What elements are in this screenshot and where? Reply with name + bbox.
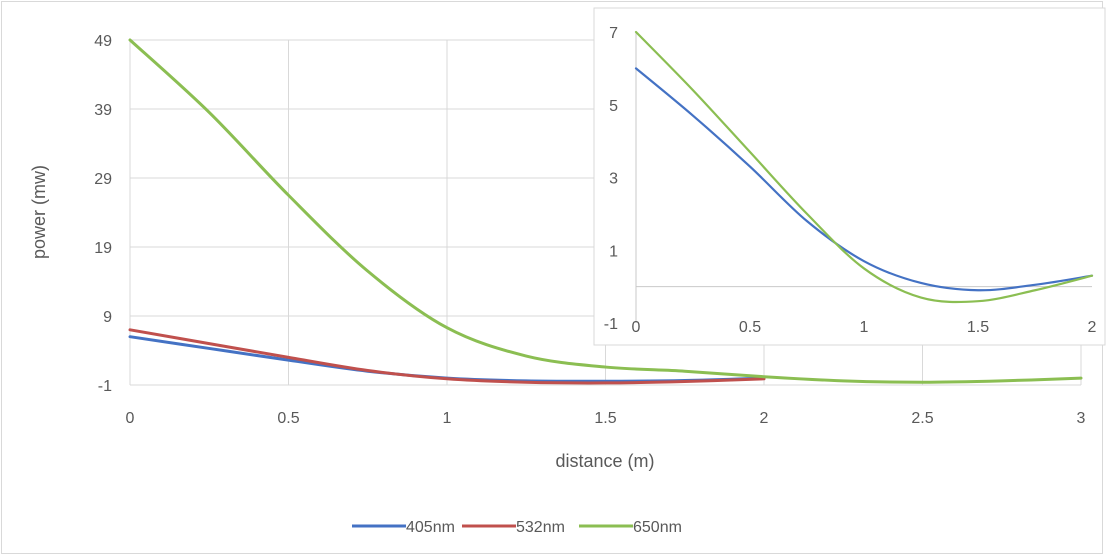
main-y-tick-label: 39 — [94, 102, 112, 119]
main-y-tick-label: -1 — [98, 378, 112, 395]
main-y-tick-label: 29 — [94, 171, 112, 188]
main-x-tick-label: 2 — [760, 410, 769, 427]
legend: 405nm 532nm 650nm — [352, 519, 682, 536]
inset-x-tick-labels: 0 0.5 1 1.5 2 — [632, 319, 1097, 336]
inset-series-lines — [634, 30, 1094, 304]
series-line-650nm — [128, 38, 1083, 384]
x-axis-label: distance (m) — [555, 451, 654, 471]
inset-series-line-0 — [634, 67, 1094, 292]
inset-series-line-1 — [634, 30, 1094, 304]
main-y-tick-labels: -1 9 19 29 39 49 — [94, 33, 112, 395]
main-x-tick-label: 3 — [1077, 410, 1086, 427]
main-y-tick-label: 9 — [103, 309, 112, 326]
inset-chart: 0 0.5 1 1.5 2 -1 1 3 5 7 — [593, 7, 1106, 346]
y-axis-label: power (mw) — [29, 165, 49, 259]
main-x-tick-label: 1.5 — [594, 410, 616, 427]
inset-y-tick-label: 3 — [609, 171, 618, 188]
inset-x-tick-label: 0 — [632, 319, 641, 336]
series-line-532nm — [128, 328, 766, 385]
main-y-tick-label: 49 — [94, 33, 112, 50]
main-x-tick-label: 0 — [126, 410, 135, 427]
inset-y-tick-labels: -1 1 3 5 7 — [604, 25, 618, 333]
main-x-tick-label: 1 — [443, 410, 452, 427]
inset-y-tick-label: -1 — [604, 316, 618, 333]
inset-x-tick-label: 1.5 — [967, 319, 989, 336]
main-x-tick-labels: 0 0.5 1 1.5 2 2.5 3 — [126, 410, 1086, 427]
inset-x-tick-label: 1 — [860, 319, 869, 336]
legend-label-532nm: 532nm — [516, 519, 565, 536]
legend-label-405nm: 405nm — [406, 519, 455, 536]
main-x-tick-label: 2.5 — [911, 410, 933, 427]
inset-y-tick-label: 5 — [609, 98, 618, 115]
legend-label-650nm: 650nm — [633, 519, 682, 536]
inset-x-tick-label: 0.5 — [739, 319, 761, 336]
inset-x-tick-label: 2 — [1088, 319, 1097, 336]
inset-y-tick-label: 1 — [609, 243, 618, 260]
main-series-lines — [128, 38, 1083, 385]
main-x-tick-label: 0.5 — [277, 410, 299, 427]
inset-background — [593, 7, 1106, 346]
main-y-tick-label: 19 — [94, 240, 112, 257]
inset-y-tick-label: 7 — [609, 25, 618, 42]
